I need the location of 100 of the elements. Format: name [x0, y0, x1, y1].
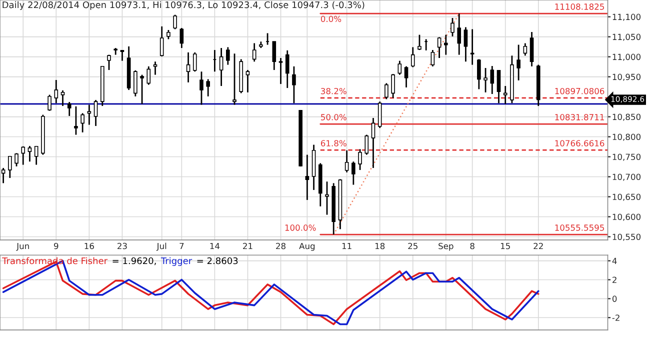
y-tick-label: 10,800	[612, 134, 641, 141]
y-tick-label: 11,000	[612, 54, 641, 61]
y-tick-label: 2	[612, 276, 616, 283]
candlestick	[344, 150, 349, 174]
annotation: = 2.8603	[197, 257, 238, 264]
candlestick	[200, 70, 204, 106]
annotation: = 1.9620,	[112, 257, 156, 266]
x-tick-label: Sep	[438, 242, 454, 251]
candlestick	[140, 74, 144, 105]
candlestick	[34, 145, 38, 166]
candlestick	[278, 57, 283, 85]
ref-line-label: 11108.1825	[555, 4, 604, 10]
candlestick	[418, 34, 422, 51]
candlestick	[496, 69, 501, 104]
candlestick	[410, 46, 415, 68]
annotation: 100.0%	[285, 224, 316, 231]
y-tick-label: 10,700	[612, 174, 641, 181]
ref-line-label: 10831.8711	[555, 114, 604, 120]
y-tick-label: 10,650	[612, 194, 641, 201]
candlestick	[464, 26, 468, 62]
candlestick	[252, 42, 256, 62]
annotation: 61.8%	[320, 140, 346, 146]
x-tick-label: 22	[534, 242, 543, 250]
y-tick-label: 11,100	[612, 14, 641, 21]
candlestick	[87, 104, 92, 126]
x-tick-label: 8	[470, 242, 474, 250]
x-tick-label: 18	[375, 242, 385, 250]
candlestick	[67, 101, 72, 117]
x-tick-label: 16	[84, 242, 94, 250]
candlestick	[8, 155, 12, 179]
y-tick-label: 11,050	[612, 34, 641, 41]
y-tick-label: -2	[612, 314, 620, 321]
candlestick	[305, 154, 310, 201]
candlestick	[21, 146, 26, 166]
x-tick-label: 28	[276, 242, 286, 250]
candlestick	[80, 112, 84, 134]
candlestick	[285, 50, 290, 89]
candlestick	[206, 78, 210, 98]
candlestick	[192, 52, 197, 72]
ref-line-label: 10555.5595	[555, 224, 604, 231]
x-tick-label: Aug	[299, 242, 315, 251]
x-tick-label: 25	[408, 242, 418, 250]
chart-title: Daily 22/08/2014 Open 10973.1, Hi 10976.3, Lo 10923.4, Close 10947.3 (-0.3%)	[2, 1, 364, 10]
y-tick-label: 10,600	[612, 214, 641, 221]
candlestick	[107, 54, 111, 71]
candlestick	[160, 26, 164, 58]
x-tick-label: 11	[342, 242, 352, 250]
candlestick	[166, 29, 170, 40]
candlestick	[391, 73, 395, 99]
x-tick-label: 15	[500, 242, 510, 250]
candlestick	[232, 52, 236, 106]
candlestick	[246, 69, 250, 94]
candlestick	[371, 117, 376, 169]
candlestick	[173, 14, 177, 30]
candlestick	[180, 27, 184, 49]
y-tick-label: 10,950	[612, 74, 641, 81]
candlestick	[134, 70, 138, 98]
candlestick	[28, 145, 32, 162]
series-label: Trigger	[160, 257, 192, 266]
candlestick	[352, 160, 356, 186]
candlestick	[516, 44, 520, 82]
candlestick	[398, 60, 402, 76]
candlestick	[444, 34, 448, 56]
annotation: 50.0%	[321, 114, 346, 120]
candlestick	[146, 66, 151, 86]
series-label: Transformada de Fisher	[2, 257, 108, 264]
candlestick	[1, 167, 6, 184]
x-tick-label: 9	[54, 242, 58, 250]
x-tick-label: 7	[180, 242, 184, 250]
x-tick-label: 23	[118, 242, 127, 250]
candlestick	[450, 17, 454, 38]
x-tick-label: Jun	[16, 242, 29, 251]
y-tick-label: 10,550	[612, 234, 641, 241]
candlestick	[404, 66, 408, 88]
candlestick	[437, 36, 442, 59]
candlestick	[477, 58, 481, 90]
candlestick	[358, 148, 362, 171]
y-tick-label: 0	[612, 296, 617, 302]
candlestick	[325, 180, 329, 216]
candlestick	[470, 28, 474, 66]
candlestick	[430, 49, 435, 68]
x-tick-label: 14	[210, 242, 220, 250]
candlestick	[503, 85, 508, 105]
candlestick	[384, 82, 388, 100]
annotation: 0.0%	[320, 16, 342, 22]
candlestick	[530, 31, 534, 68]
candlestick	[484, 67, 488, 94]
candlestick	[272, 40, 276, 71]
candlestick	[226, 46, 230, 66]
candlestick	[490, 65, 494, 95]
y-tick-label: 10,750	[612, 154, 641, 161]
candlestick	[219, 47, 224, 87]
candlestick	[14, 152, 18, 168]
candlestick	[378, 100, 382, 129]
candlestick	[364, 134, 369, 156]
candlestick	[94, 99, 98, 127]
x-tick-label: Jul	[156, 242, 166, 251]
candlestick	[457, 12, 462, 56]
ref-line-label: 10897.0806	[555, 88, 604, 94]
x-tick-label: 21	[243, 242, 252, 250]
